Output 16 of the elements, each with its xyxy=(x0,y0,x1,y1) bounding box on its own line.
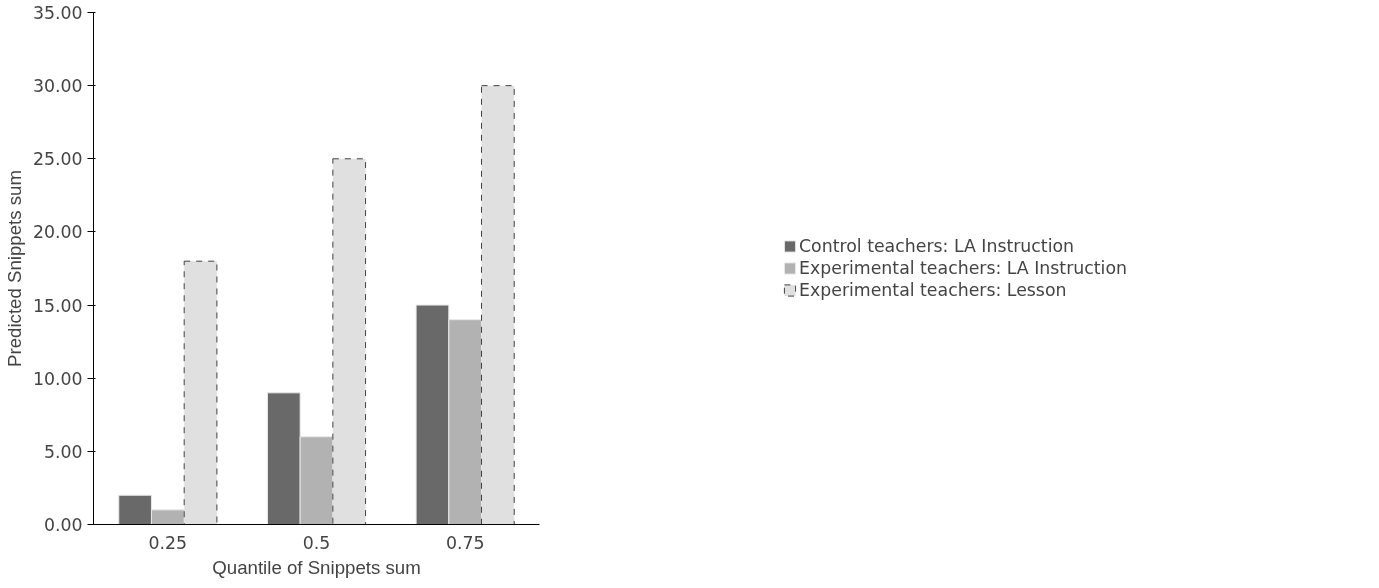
y-tick-label: 35.00 xyxy=(32,3,83,23)
legend-label: Experimental teachers: Lesson xyxy=(799,280,1067,300)
y-tick-label: 0.00 xyxy=(43,515,83,535)
y-tick-label: 10.00 xyxy=(32,368,83,389)
legend-label: Experimental teachers: LA Instruction xyxy=(799,258,1127,278)
x-tick-label: 0.5 xyxy=(302,532,331,553)
y-tick-label: 30.00 xyxy=(32,76,83,97)
y-tick-label: 25.00 xyxy=(32,149,83,170)
x-axis-title: Quantile of Snippets sum xyxy=(212,556,421,578)
y-axis-title: Predicted Snippets sum xyxy=(3,169,25,368)
y-tick-label: 15.00 xyxy=(32,295,83,316)
y-tick-label: 5.00 xyxy=(43,441,83,462)
x-tick-label: 0.25 xyxy=(148,532,188,553)
y-tick-label: 20.00 xyxy=(32,222,83,243)
x-tick-label: 0.75 xyxy=(445,532,485,553)
legend-label: Control teachers: LA Instruction xyxy=(799,236,1075,256)
